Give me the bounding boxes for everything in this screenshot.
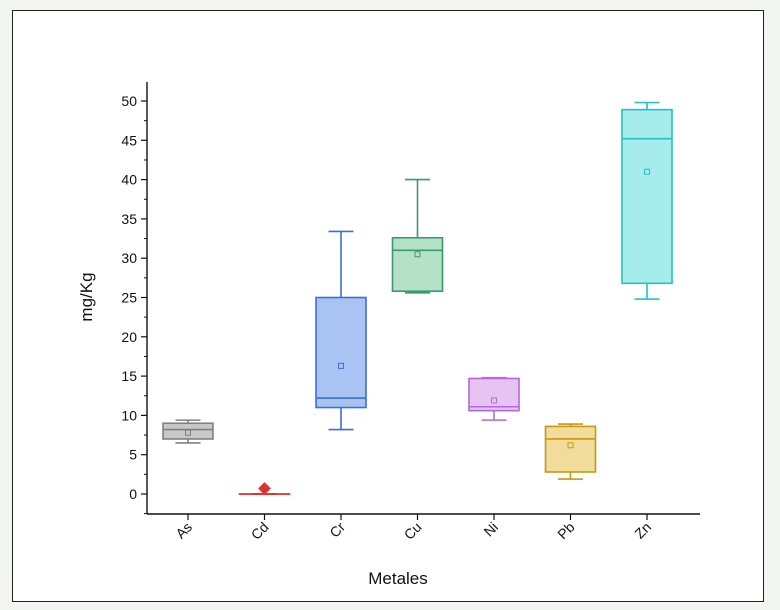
box-ni [468,376,520,421]
box-as [162,419,214,444]
y-tick-label: 20 [121,329,137,345]
y-tick-label: 35 [121,211,137,227]
iqr-box [391,236,444,293]
y-tick-label: 0 [129,486,137,502]
y-axis-title: mg/Kg [77,272,96,321]
box-pb [544,423,597,480]
y-tick-label: 40 [121,172,137,188]
box-zn [621,101,673,300]
box-cd [238,482,291,495]
mean-marker [414,251,421,258]
y-tick-label: 25 [121,290,137,306]
iqr-box [468,377,520,412]
y-tick-label: 45 [121,132,137,148]
iqr-box [621,108,673,285]
mean-marker [338,362,344,369]
x-tick-label-cd: Cd [248,519,272,543]
iqr-box [315,296,367,409]
x-tick-label-cu: Cu [401,519,425,543]
x-tick-label-pb: Pb [554,519,578,543]
x-tick-label-ni: Ni [480,519,501,540]
iqr-box [544,425,597,473]
box-cu [391,178,444,294]
mean-marker [185,429,191,436]
chart-frame [12,10,764,602]
boxes-group [162,101,673,495]
mean-marker [644,168,650,175]
y-tick-label: 5 [129,447,137,463]
y-tick-label: 50 [121,93,137,109]
mean-marker [258,482,271,495]
x-tick-label-cr: Cr [326,519,348,541]
y-tick-label: 30 [121,250,137,266]
x-tick-label-as: As [172,519,195,542]
mean-marker [491,397,497,404]
axes-group: 0 5 10 15 20 25 30 35 40 45 50 As Cd Cr Cu Ni Pb Zn [121,82,700,543]
x-axis-title: Metales [368,569,428,588]
y-tick-label: 15 [121,368,137,384]
iqr-box [162,422,214,440]
box-cr [315,230,367,431]
y-tick-label: 10 [121,407,137,423]
x-tick-label-zn: Zn [631,519,654,542]
mean-marker [567,442,574,449]
